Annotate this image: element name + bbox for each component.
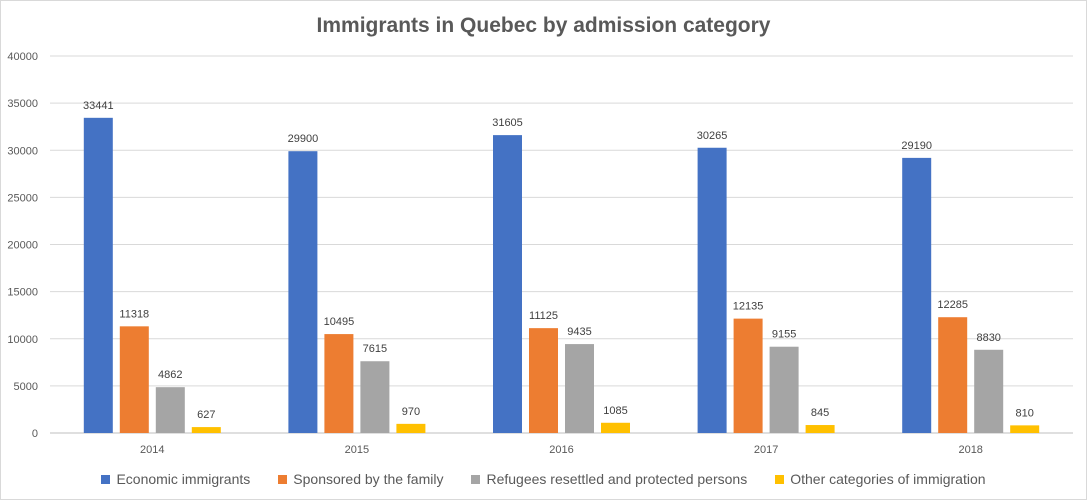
bar bbox=[601, 422, 630, 433]
bar bbox=[83, 117, 113, 433]
data-label: 845 bbox=[811, 407, 829, 419]
bar bbox=[119, 326, 149, 433]
y-tick-label: 20000 bbox=[7, 240, 38, 252]
bar bbox=[155, 387, 185, 433]
bar bbox=[805, 425, 835, 433]
x-tick-label: 2017 bbox=[754, 444, 778, 456]
data-label: 9155 bbox=[772, 329, 796, 341]
x-tick-label: 2015 bbox=[345, 444, 369, 456]
x-tick-label: 2016 bbox=[549, 444, 573, 456]
bar bbox=[1010, 425, 1040, 433]
legend-swatch-economic bbox=[101, 474, 111, 484]
bar bbox=[288, 151, 318, 433]
chart-legend: Economic immigrants Sponsored by the fam… bbox=[0, 471, 1087, 487]
bar bbox=[396, 423, 426, 433]
data-label: 10495 bbox=[324, 316, 355, 328]
data-label: 810 bbox=[1016, 407, 1034, 419]
legend-item-family: Sponsored by the family bbox=[278, 471, 443, 487]
data-label: 970 bbox=[402, 406, 420, 418]
data-label: 1085 bbox=[603, 405, 627, 417]
y-tick-label: 10000 bbox=[7, 334, 38, 346]
chart-plot: 0 5000 10000 15000 20000 25000 30000 35000 40000… bbox=[7, 51, 1073, 456]
legend-swatch-other bbox=[775, 474, 785, 484]
x-tick-label: 2014 bbox=[140, 444, 164, 456]
bar bbox=[324, 334, 354, 433]
data-label: 11125 bbox=[529, 310, 558, 322]
x-tick-label: 2018 bbox=[958, 444, 982, 456]
chart-title: Immigrants in Quebec by admission catego… bbox=[316, 14, 771, 37]
legend-label-family: Sponsored by the family bbox=[293, 471, 444, 487]
bar bbox=[191, 427, 221, 433]
legend-label-other: Other categories of immigration bbox=[790, 471, 986, 487]
legend-item-refugees: Refugees resettled and protected persons bbox=[471, 471, 747, 487]
legend-item-economic: Economic immigrants bbox=[101, 471, 250, 487]
data-label: 33441 bbox=[83, 100, 114, 112]
legend-swatch-refugees bbox=[471, 474, 481, 484]
bar bbox=[565, 344, 594, 433]
data-label: 31605 bbox=[492, 117, 523, 129]
data-label: 30265 bbox=[697, 130, 728, 142]
bar bbox=[733, 318, 763, 433]
legend-label-economic: Economic immigrants bbox=[116, 471, 251, 487]
y-tick-label: 30000 bbox=[7, 145, 38, 157]
y-tick-label: 5000 bbox=[14, 381, 38, 393]
data-label: 29190 bbox=[901, 140, 932, 152]
bar bbox=[974, 349, 1004, 433]
y-tick-label: 15000 bbox=[7, 287, 38, 299]
legend-label-refugees: Refugees resettled and protected persons bbox=[486, 471, 748, 487]
data-label: 12135 bbox=[733, 301, 764, 313]
bar bbox=[902, 157, 932, 433]
data-label: 7615 bbox=[363, 343, 387, 355]
y-tick-label: 25000 bbox=[7, 192, 38, 204]
bar bbox=[697, 147, 727, 433]
bar bbox=[938, 317, 968, 433]
data-label: 29900 bbox=[288, 133, 319, 145]
bar bbox=[360, 361, 390, 433]
bar bbox=[529, 328, 558, 433]
y-tick-label: 40000 bbox=[7, 51, 38, 63]
y-tick-label: 35000 bbox=[7, 98, 38, 110]
data-label: 9435 bbox=[567, 326, 591, 338]
bar bbox=[769, 346, 799, 433]
y-tick-label: 0 bbox=[32, 428, 38, 440]
data-label: 12285 bbox=[937, 299, 968, 311]
data-label: 4862 bbox=[158, 369, 182, 381]
data-label: 627 bbox=[197, 409, 215, 421]
bar bbox=[493, 135, 522, 434]
legend-item-other: Other categories of immigration bbox=[775, 471, 986, 487]
legend-swatch-family bbox=[278, 474, 288, 484]
data-label: 11318 bbox=[119, 308, 149, 320]
data-label: 8830 bbox=[976, 332, 1000, 344]
